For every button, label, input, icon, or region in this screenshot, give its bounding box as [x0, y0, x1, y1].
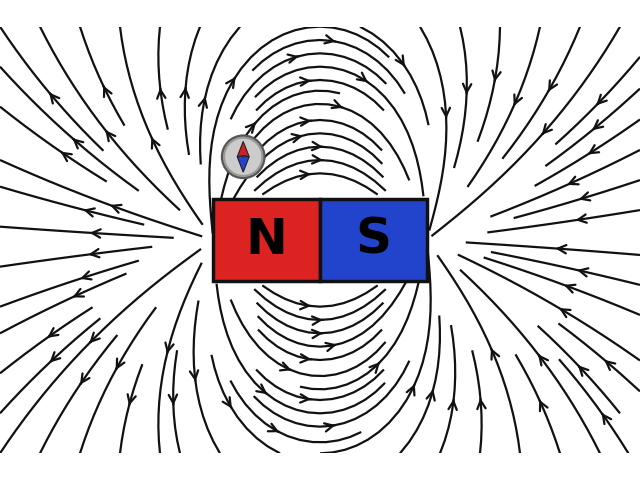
- FancyArrowPatch shape: [104, 86, 111, 97]
- FancyArrowPatch shape: [127, 394, 136, 405]
- FancyArrowPatch shape: [514, 95, 522, 105]
- FancyArrowPatch shape: [492, 349, 499, 360]
- FancyArrowPatch shape: [300, 354, 311, 362]
- FancyArrowPatch shape: [81, 373, 90, 384]
- Circle shape: [222, 135, 264, 178]
- FancyArrowPatch shape: [589, 145, 599, 154]
- FancyArrowPatch shape: [91, 249, 99, 257]
- FancyArrowPatch shape: [280, 362, 291, 371]
- FancyArrowPatch shape: [566, 285, 575, 293]
- FancyArrowPatch shape: [300, 77, 311, 86]
- Circle shape: [225, 139, 261, 175]
- FancyArrowPatch shape: [82, 272, 92, 279]
- FancyArrowPatch shape: [152, 138, 159, 149]
- FancyArrowPatch shape: [287, 55, 299, 63]
- Text: N: N: [246, 216, 287, 264]
- FancyArrowPatch shape: [324, 35, 335, 43]
- Polygon shape: [237, 142, 249, 157]
- Text: S: S: [355, 216, 391, 264]
- FancyArrowPatch shape: [300, 301, 310, 309]
- FancyArrowPatch shape: [312, 142, 323, 150]
- FancyArrowPatch shape: [540, 401, 547, 411]
- FancyArrowPatch shape: [332, 100, 342, 108]
- FancyArrowPatch shape: [578, 215, 587, 223]
- FancyArrowPatch shape: [593, 120, 603, 129]
- FancyArrowPatch shape: [62, 153, 72, 161]
- FancyArrowPatch shape: [463, 84, 471, 94]
- FancyArrowPatch shape: [325, 343, 335, 351]
- FancyArrowPatch shape: [180, 87, 189, 98]
- FancyArrowPatch shape: [300, 171, 310, 179]
- FancyArrowPatch shape: [324, 423, 335, 432]
- Circle shape: [242, 156, 244, 158]
- FancyArrowPatch shape: [605, 361, 615, 370]
- FancyArrowPatch shape: [256, 384, 267, 394]
- FancyArrowPatch shape: [557, 245, 566, 253]
- FancyArrowPatch shape: [157, 88, 165, 99]
- FancyArrowPatch shape: [312, 330, 323, 338]
- FancyArrowPatch shape: [442, 108, 450, 118]
- FancyArrowPatch shape: [190, 370, 198, 381]
- FancyArrowPatch shape: [357, 72, 367, 82]
- FancyArrowPatch shape: [106, 131, 115, 141]
- FancyArrowPatch shape: [548, 80, 557, 91]
- FancyArrowPatch shape: [312, 316, 323, 325]
- FancyArrowPatch shape: [579, 268, 588, 276]
- FancyArrowPatch shape: [579, 366, 588, 376]
- FancyArrowPatch shape: [407, 385, 415, 396]
- FancyArrowPatch shape: [543, 124, 552, 134]
- Polygon shape: [237, 156, 249, 172]
- FancyArrowPatch shape: [268, 424, 279, 432]
- Bar: [320, 200, 427, 280]
- FancyArrowPatch shape: [116, 359, 124, 369]
- FancyArrowPatch shape: [165, 343, 173, 353]
- FancyArrowPatch shape: [199, 97, 207, 108]
- FancyArrowPatch shape: [112, 205, 122, 213]
- FancyArrowPatch shape: [449, 400, 457, 410]
- Bar: [213, 200, 320, 280]
- FancyArrowPatch shape: [539, 355, 548, 365]
- FancyArrowPatch shape: [492, 71, 500, 81]
- FancyArrowPatch shape: [90, 333, 100, 342]
- FancyArrowPatch shape: [561, 309, 570, 317]
- FancyArrowPatch shape: [300, 394, 311, 403]
- FancyArrowPatch shape: [49, 328, 58, 336]
- FancyArrowPatch shape: [427, 390, 435, 401]
- FancyArrowPatch shape: [74, 139, 83, 148]
- FancyArrowPatch shape: [92, 229, 100, 238]
- FancyArrowPatch shape: [50, 94, 60, 104]
- FancyArrowPatch shape: [246, 123, 255, 133]
- FancyArrowPatch shape: [226, 78, 235, 88]
- FancyArrowPatch shape: [312, 155, 323, 164]
- FancyArrowPatch shape: [477, 399, 486, 409]
- FancyArrowPatch shape: [597, 95, 607, 104]
- FancyArrowPatch shape: [169, 395, 177, 405]
- FancyArrowPatch shape: [300, 118, 311, 126]
- FancyArrowPatch shape: [74, 289, 84, 297]
- FancyArrowPatch shape: [86, 208, 95, 216]
- FancyArrowPatch shape: [51, 352, 60, 361]
- FancyArrowPatch shape: [223, 397, 231, 408]
- FancyArrowPatch shape: [292, 134, 301, 142]
- FancyArrowPatch shape: [581, 192, 590, 201]
- FancyArrowPatch shape: [396, 55, 404, 66]
- FancyArrowPatch shape: [602, 414, 611, 424]
- FancyArrowPatch shape: [569, 177, 579, 184]
- FancyArrowPatch shape: [369, 363, 379, 373]
